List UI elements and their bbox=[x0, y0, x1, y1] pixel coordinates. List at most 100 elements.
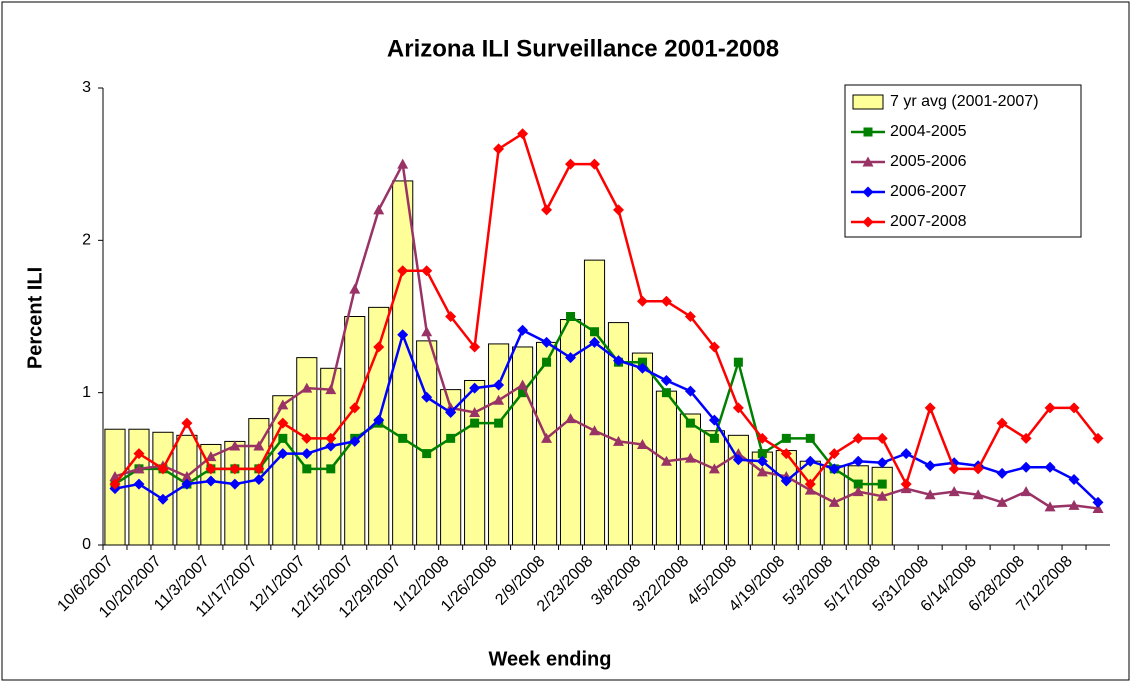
marker bbox=[205, 475, 217, 487]
marker bbox=[876, 490, 888, 501]
marker bbox=[828, 496, 840, 507]
marker bbox=[636, 295, 648, 307]
marker bbox=[517, 128, 529, 140]
marker bbox=[733, 357, 743, 367]
bar bbox=[416, 340, 438, 546]
legend-label: 7 yr avg (2001-2007) bbox=[890, 93, 1039, 110]
bar bbox=[703, 430, 725, 546]
marker bbox=[1020, 486, 1032, 497]
marker bbox=[684, 385, 696, 397]
marker bbox=[373, 204, 385, 215]
marker bbox=[862, 216, 874, 228]
marker bbox=[421, 326, 433, 337]
marker bbox=[326, 464, 336, 474]
marker bbox=[373, 414, 385, 426]
marker bbox=[253, 473, 265, 485]
marker bbox=[780, 448, 792, 460]
marker bbox=[862, 186, 874, 198]
marker bbox=[852, 432, 864, 444]
marker bbox=[862, 156, 874, 167]
marker bbox=[708, 414, 720, 426]
marker bbox=[996, 467, 1008, 479]
marker bbox=[565, 352, 577, 364]
marker bbox=[181, 470, 193, 481]
marker bbox=[469, 382, 481, 394]
marker bbox=[302, 464, 312, 474]
marker bbox=[637, 357, 647, 367]
marker bbox=[756, 455, 768, 467]
legend-label: 2006-2007 bbox=[890, 183, 967, 200]
bar bbox=[512, 346, 534, 546]
marker bbox=[349, 283, 361, 294]
marker bbox=[397, 265, 409, 277]
marker bbox=[133, 448, 145, 460]
marker bbox=[518, 388, 528, 398]
marker bbox=[1068, 499, 1080, 510]
marker bbox=[493, 143, 505, 155]
marker bbox=[708, 341, 720, 353]
marker bbox=[565, 413, 577, 424]
marker bbox=[1020, 432, 1032, 444]
marker bbox=[1044, 461, 1056, 473]
marker bbox=[1092, 432, 1104, 444]
marker bbox=[612, 204, 624, 216]
marker bbox=[421, 265, 433, 277]
marker bbox=[397, 158, 409, 169]
marker bbox=[469, 406, 481, 417]
marker bbox=[852, 486, 864, 497]
marker bbox=[660, 455, 672, 466]
marker bbox=[493, 394, 505, 405]
marker bbox=[1020, 461, 1032, 473]
y-tick-label: 2 bbox=[82, 232, 91, 249]
marker bbox=[517, 379, 529, 390]
chart-title: Arizona ILI Surveillance 2001-2008 bbox=[387, 35, 779, 62]
marker bbox=[446, 433, 456, 443]
marker bbox=[325, 440, 337, 452]
bar bbox=[679, 413, 701, 546]
marker bbox=[1068, 473, 1080, 485]
marker bbox=[277, 417, 289, 429]
marker bbox=[804, 455, 816, 467]
marker bbox=[660, 374, 672, 386]
bar bbox=[152, 431, 174, 546]
marker bbox=[948, 486, 960, 497]
marker bbox=[996, 417, 1008, 429]
marker bbox=[445, 406, 457, 418]
y-axis-title: Percent ILI bbox=[24, 267, 46, 369]
marker bbox=[732, 454, 744, 466]
marker bbox=[661, 388, 671, 398]
marker bbox=[277, 448, 289, 460]
marker bbox=[900, 478, 912, 490]
marker bbox=[972, 463, 984, 475]
marker bbox=[445, 311, 457, 322]
marker bbox=[853, 479, 863, 489]
bar bbox=[847, 465, 869, 546]
marker bbox=[157, 463, 169, 475]
bar bbox=[464, 379, 486, 546]
marker bbox=[732, 402, 744, 414]
bar bbox=[583, 259, 606, 546]
marker bbox=[205, 463, 217, 475]
marker bbox=[685, 418, 695, 428]
marker bbox=[373, 341, 385, 353]
marker bbox=[636, 438, 648, 449]
marker bbox=[325, 384, 337, 395]
legend-label: 2004-2005 bbox=[890, 123, 967, 140]
marker bbox=[469, 341, 481, 353]
marker bbox=[972, 489, 984, 500]
bar bbox=[440, 389, 462, 546]
bar bbox=[488, 343, 510, 546]
marker bbox=[590, 327, 600, 337]
marker bbox=[805, 433, 815, 443]
marker bbox=[612, 435, 624, 446]
marker bbox=[397, 329, 409, 341]
bar bbox=[655, 390, 678, 546]
marker bbox=[1044, 402, 1056, 414]
marker bbox=[684, 311, 696, 322]
marker bbox=[828, 448, 840, 460]
marker bbox=[1068, 402, 1080, 414]
marker bbox=[924, 460, 936, 472]
marker bbox=[828, 463, 840, 475]
marker bbox=[684, 452, 696, 463]
y-tick-label: 1 bbox=[82, 384, 91, 401]
